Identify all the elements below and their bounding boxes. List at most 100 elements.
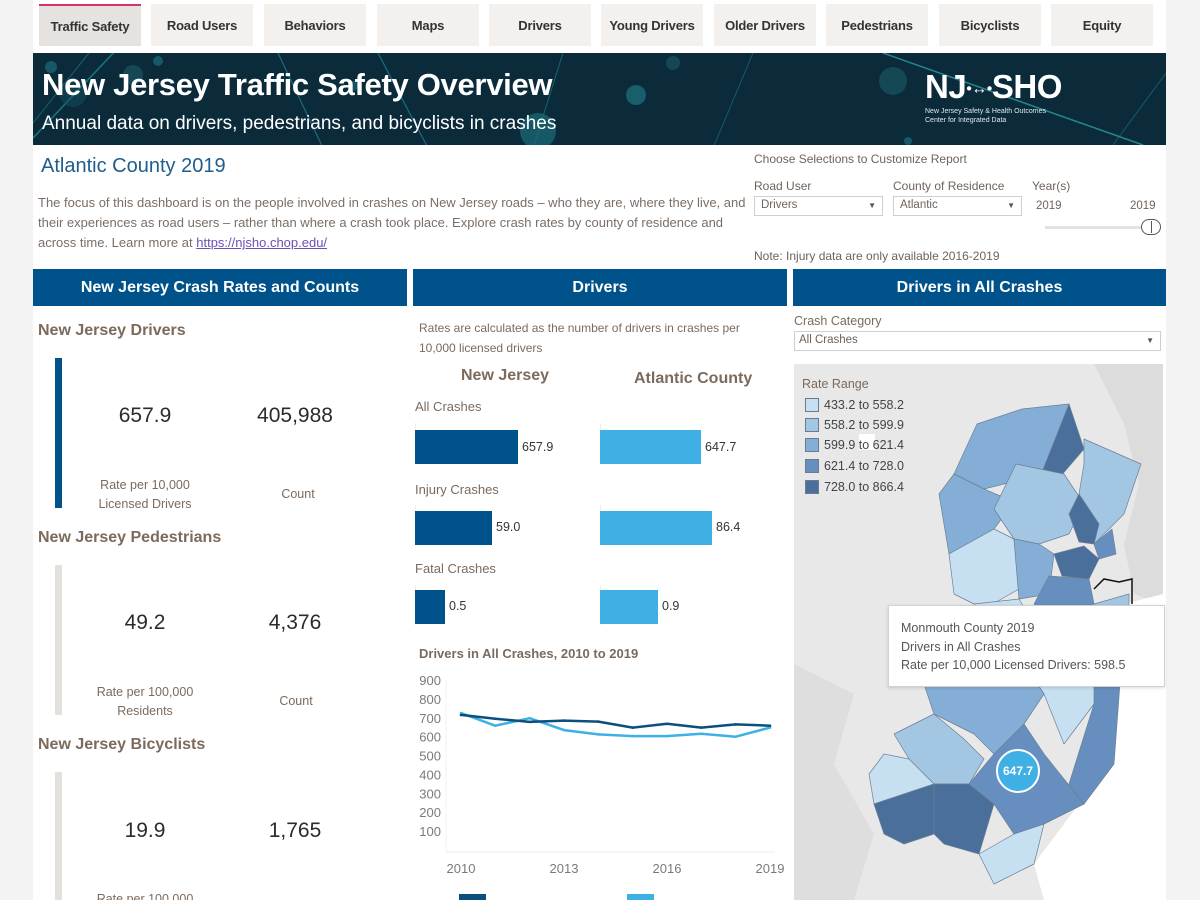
injury-crashes-county-bar[interactable] [600, 511, 712, 545]
legend-swatch [805, 438, 819, 452]
data-point[interactable] [494, 717, 497, 721]
all-crashes-county-bar[interactable] [600, 430, 701, 464]
road-user-label: Road User [754, 179, 812, 193]
line-chart-title: Drivers in All Crashes, 2010 to 2019 [419, 646, 639, 661]
drivers-accent-bar [55, 358, 62, 508]
data-point[interactable] [631, 726, 634, 729]
tab-behaviors[interactable]: Behaviors [264, 4, 366, 46]
legend-item[interactable]: 433.2 to 558.2 [805, 398, 904, 412]
pedestrians-rate: 49.2 [124, 611, 166, 634]
pedestrians-accent-bar [55, 565, 62, 715]
data-point[interactable] [597, 733, 600, 736]
road-user-value: Drivers [761, 199, 798, 211]
x-tick-label: 2019 [756, 861, 785, 876]
legend-item[interactable]: 599.9 to 621.4 [805, 438, 904, 452]
data-point[interactable] [734, 723, 737, 726]
data-point[interactable] [494, 724, 497, 728]
legend-swatch-atlantic-county[interactable] [627, 894, 654, 900]
pedestrians-count-label: Count [279, 694, 313, 708]
atlantic-county-marker[interactable]: 647.7 [996, 749, 1040, 793]
tab-traffic-safety[interactable]: Traffic Safety [39, 4, 141, 46]
chevron-down-icon: ▼ [868, 201, 876, 210]
series-line-atlantic-county[interactable] [460, 711, 771, 738]
county-value: Atlantic [900, 199, 938, 211]
tab-road-users[interactable]: Road Users [151, 4, 253, 46]
banner-subtitle: Annual data on drivers, pedestrians, and… [42, 113, 557, 134]
county-hudson[interactable] [1093, 528, 1117, 560]
data-point[interactable] [597, 720, 600, 723]
all-crashes-nj-bar[interactable] [415, 430, 518, 464]
y-tick-label: 300 [419, 786, 441, 801]
drivers-group-title: New Jersey Drivers [38, 322, 186, 339]
data-point[interactable] [459, 711, 463, 715]
legend-item[interactable]: 728.0 to 866.4 [805, 480, 904, 494]
njsho-link[interactable]: https://njsho.chop.edu/ [196, 235, 328, 250]
data-point[interactable] [665, 722, 669, 726]
y-tick-label: 800 [419, 692, 441, 707]
county-cape-may[interactable] [978, 823, 1045, 885]
drivers-count-label: Count [281, 487, 315, 501]
county-essex[interactable] [1068, 493, 1100, 545]
tab-pedestrians[interactable]: Pedestrians [826, 4, 928, 46]
drivers-rate-note: Rates are calculated as the number of dr… [419, 321, 740, 355]
logo-sho-text: SHO [991, 68, 1063, 105]
series-line-new-jersey[interactable] [460, 713, 771, 729]
legend-item[interactable]: 621.4 to 728.0 [805, 459, 904, 473]
y-tick-label: 500 [419, 749, 441, 764]
banner-decoration [33, 53, 1166, 145]
county-morris[interactable] [993, 463, 1085, 545]
tab-young-drivers[interactable]: Young Drivers [601, 4, 703, 46]
drivers-rate: 657.9 [118, 404, 172, 427]
county-union[interactable] [1053, 545, 1100, 580]
county-select[interactable]: Atlantic ▼ [893, 196, 1022, 216]
data-point[interactable] [700, 726, 703, 729]
logo-tagline-1: New Jersey Safety & Health Outcomes [925, 108, 1046, 116]
data-point[interactable] [734, 735, 737, 738]
tooltip-county: Monmouth County 2019 [901, 621, 1035, 635]
line-chart: 900 800 700 600 500 400 300 200 100 2010 2013 2016 2… [419, 673, 785, 900]
crash-category-select[interactable]: All Crashes ▼ [794, 331, 1161, 351]
bicyclists-rate: 19.9 [124, 819, 166, 842]
injury-crashes-nj-bar[interactable] [415, 511, 492, 545]
tab-equity[interactable]: Equity [1051, 4, 1153, 46]
pedestrians-rate-label-line1: Rate per 100,000 [96, 685, 194, 699]
road-user-select[interactable]: Drivers ▼ [754, 196, 883, 216]
data-point[interactable] [768, 724, 772, 728]
njsho-logo: NJ•↔•SHO New Jersey Safety & Health Outc… [925, 69, 1062, 125]
map-lake [859, 434, 875, 450]
top-nav: Traffic Safety Road Users Behaviors Maps… [39, 4, 1167, 46]
data-point[interactable] [562, 719, 566, 722]
nj-column-heading: New Jersey [461, 367, 550, 384]
crash-rates-header: New Jersey Crash Rates and Counts [33, 269, 407, 306]
fatal-crashes-county-bar[interactable] [600, 590, 658, 624]
data-point[interactable] [700, 732, 703, 736]
legend-label: 599.9 to 621.4 [824, 438, 904, 452]
legend-item[interactable]: 558.2 to 599.9 [805, 418, 904, 432]
data-point[interactable] [528, 716, 531, 720]
tab-older-drivers[interactable]: Older Drivers [714, 4, 816, 46]
fatal-crashes-nj-bar[interactable] [415, 590, 445, 624]
tooltip-measure: Drivers in All Crashes [901, 639, 1021, 654]
tab-maps[interactable]: Maps [377, 4, 479, 46]
data-point[interactable] [768, 726, 772, 729]
data-point[interactable] [631, 734, 634, 738]
data-point[interactable] [665, 734, 669, 738]
data-point[interactable] [459, 713, 463, 717]
pedestrians-rate-label-line2: Residents [117, 704, 173, 718]
tab-drivers[interactable]: Drivers [489, 4, 591, 46]
fatal-crashes-nj-value: 0.5 [449, 599, 467, 613]
legend-swatch-new-jersey[interactable] [459, 894, 486, 900]
year-slider-handle[interactable] [1141, 219, 1161, 235]
legend-label: 433.2 to 558.2 [824, 398, 904, 412]
fatal-crashes-label: Fatal Crashes [415, 561, 496, 576]
data-point[interactable] [528, 720, 531, 724]
data-point[interactable] [562, 728, 566, 732]
crash-category-label: Crash Category [794, 314, 882, 328]
tab-bicyclists[interactable]: Bicyclists [939, 4, 1041, 46]
pedestrians-count: 4,376 [268, 611, 322, 634]
injury-crashes-label: Injury Crashes [415, 482, 499, 497]
crash-category-value: All Crashes [799, 334, 858, 346]
nj-county-map[interactable] [794, 364, 1163, 900]
banner-title: New Jersey Traffic Safety Overview [42, 67, 553, 102]
year-slider-track[interactable] [1045, 226, 1145, 229]
